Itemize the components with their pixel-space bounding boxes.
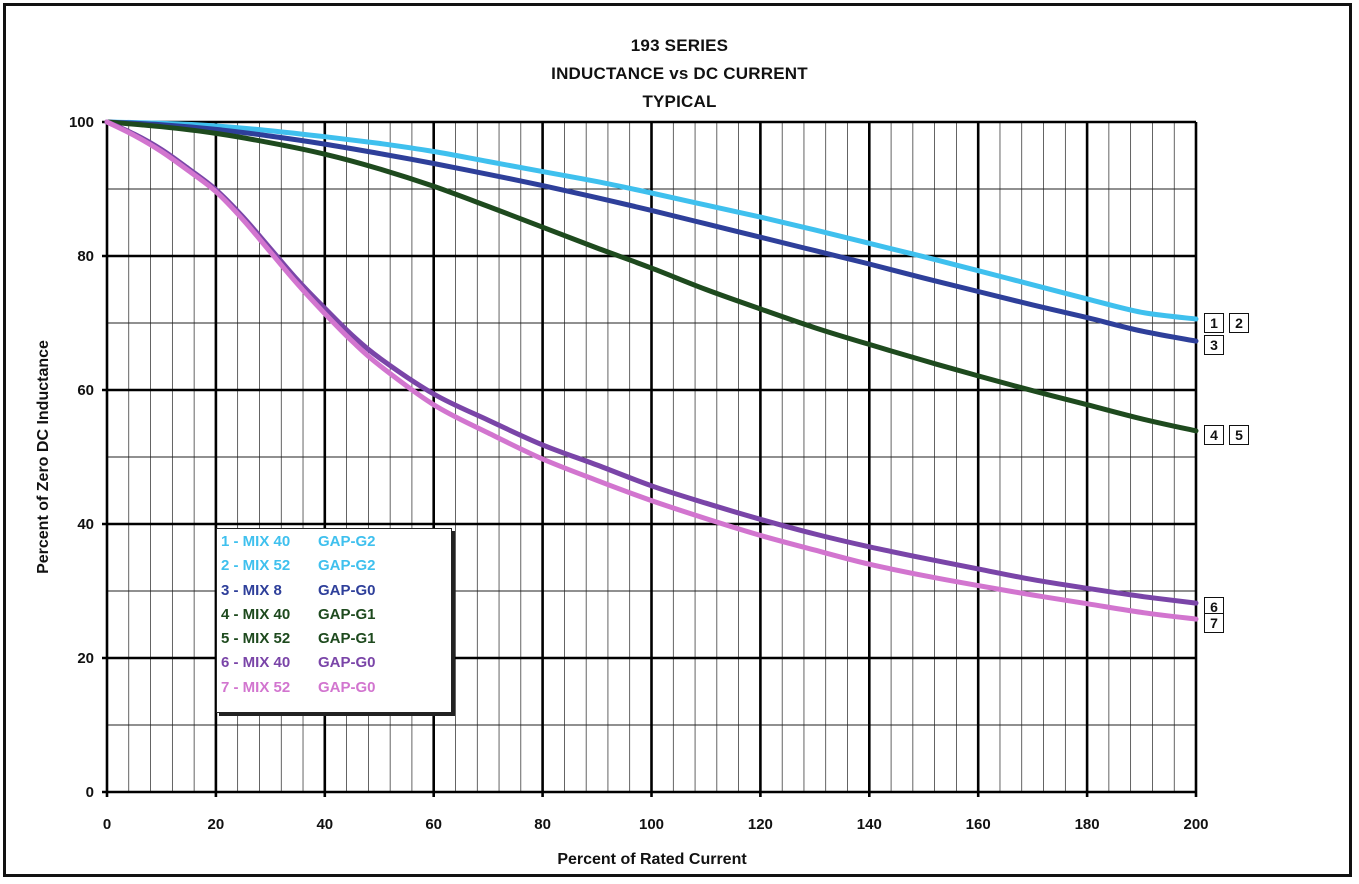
tick-labels: 0 20 40 60 80 100 120 140 160 180 200 0 20 40 60 80 100 — [69, 114, 1209, 833]
y-tick-label: 40 — [77, 516, 94, 533]
x-tick-label: 120 — [748, 816, 773, 833]
y-axis-label: Percent of Zero DC Inductance — [35, 340, 52, 574]
series-line-s45 — [104, 119, 1199, 434]
y-tick-label: 0 — [86, 784, 94, 801]
series-end-tag: 7 — [1204, 613, 1224, 634]
major-gridlines — [102, 120, 1198, 797]
legend-item-gap: GAP-G0 — [318, 654, 376, 672]
series-end-tag: 1 — [1204, 312, 1224, 333]
chart-title-line-1: 193 SERIES — [630, 36, 729, 55]
legend-item: 4 - MIX 40 GAP-G1 — [221, 606, 451, 630]
x-tick-label: 80 — [534, 816, 551, 833]
series-line-s3 — [104, 119, 1199, 344]
x-tick-label: 140 — [857, 816, 882, 833]
series-line-s12 — [104, 119, 1199, 322]
legend-item-name: 5 - MIX 52 — [221, 630, 291, 648]
y-tick-label: 100 — [69, 114, 94, 131]
chart-title-line-3: TYPICAL — [642, 92, 717, 111]
legend-item-gap: GAP-G1 — [318, 630, 376, 648]
y-tick-label: 80 — [77, 248, 94, 265]
legend-item: 2 - MIX 52 GAP-G2 — [221, 557, 451, 581]
series-end-tag: 4 — [1204, 424, 1224, 445]
series-end-tag: 2 — [1229, 312, 1249, 333]
x-tick-label: 40 — [316, 816, 333, 833]
legend-item: 1 - MIX 40 GAP-G2 — [221, 533, 451, 557]
series-line-s7 — [104, 119, 1199, 622]
x-tick-label: 0 — [103, 816, 111, 833]
legend-item-gap: GAP-G1 — [318, 605, 376, 623]
legend-item-name: 2 - MIX 52 — [221, 557, 291, 575]
x-axis-label: Percent of Rated Current — [557, 851, 747, 868]
x-tick-label: 200 — [1183, 816, 1208, 833]
y-tick-label: 60 — [77, 382, 94, 399]
chart-title-line-2: INDUCTANCE vs DC CURRENT — [551, 64, 808, 83]
legend-item: 5 - MIX 52 GAP-G1 — [221, 630, 451, 654]
x-tick-label: 100 — [639, 816, 664, 833]
legend-item-gap: GAP-G0 — [318, 678, 376, 696]
series-end-tag: 3 — [1204, 335, 1224, 356]
series-end-tag: 5 — [1229, 424, 1249, 445]
legend-item-name: 4 - MIX 40 — [221, 605, 291, 623]
y-tick-label: 20 — [77, 650, 94, 667]
legend: 1 - MIX 40 GAP-G2 2 - MIX 52 GAP-G2 3 - MIX … — [216, 528, 452, 713]
x-tick-label: 20 — [208, 816, 225, 833]
x-tick-label: 160 — [966, 816, 991, 833]
legend-item-gap: GAP-G2 — [318, 557, 376, 575]
legend-item: 6 - MIX 40 GAP-G0 — [221, 654, 451, 678]
x-tick-label: 60 — [425, 816, 442, 833]
legend-item-gap: GAP-G0 — [318, 581, 376, 599]
series-layer — [104, 119, 1199, 622]
legend-item-name: 6 - MIX 40 — [221, 654, 291, 672]
legend-item-name: 7 - MIX 52 — [221, 678, 291, 696]
legend-item: 3 - MIX 8 GAP-G0 — [221, 582, 451, 606]
legend-item-gap: GAP-G2 — [318, 533, 376, 550]
legend-item: 7 - MIX 52 GAP-G0 — [221, 679, 451, 703]
legend-item-name: 3 - MIX 8 — [221, 581, 282, 599]
legend-item-name: 1 - MIX 40 — [221, 533, 291, 550]
x-tick-label: 180 — [1075, 816, 1100, 833]
chart-frame — [3, 3, 1352, 877]
